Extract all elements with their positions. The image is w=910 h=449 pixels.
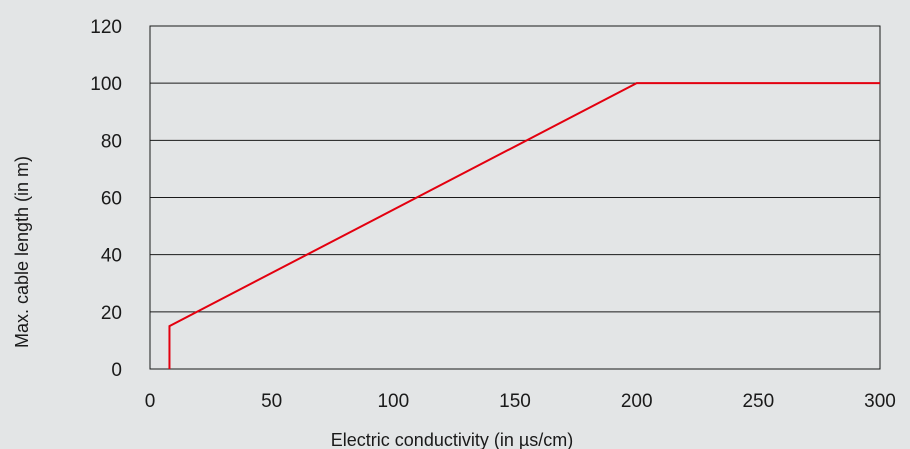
x-tick-label-0: 0 <box>145 391 156 412</box>
y-tick-label-0: 0 <box>111 360 122 381</box>
x-axis-label: Electric conductivity (in µs/cm) <box>331 430 573 449</box>
x-tick-label-300: 300 <box>864 391 896 412</box>
y-axis-label: Max. cable length (in m) <box>12 156 32 348</box>
x-tick-label-50: 50 <box>261 391 282 412</box>
y-tick-label-80: 80 <box>101 131 122 152</box>
x-tick-label-100: 100 <box>377 391 409 412</box>
series-line-1 <box>168 82 880 369</box>
y-tick-label-60: 60 <box>101 189 122 210</box>
x-tick-label-150: 150 <box>499 391 531 412</box>
series-layer <box>168 82 880 369</box>
x-tick-label-200: 200 <box>621 391 653 412</box>
x-tick-label-250: 250 <box>742 391 774 412</box>
y-tick-label-120: 120 <box>90 17 122 38</box>
y-tick-label-100: 100 <box>90 74 122 95</box>
x-tick-labels: 0 50 100 150 200 250 300 <box>145 391 896 412</box>
y-tick-labels: 0 20 40 60 80 100 120 <box>90 17 122 381</box>
y-tick-label-40: 40 <box>101 246 122 267</box>
y-tick-label-20: 20 <box>101 303 122 324</box>
